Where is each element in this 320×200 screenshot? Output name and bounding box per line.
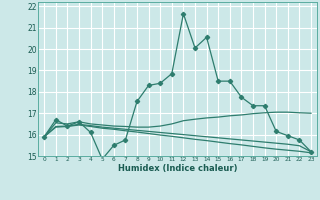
X-axis label: Humidex (Indice chaleur): Humidex (Indice chaleur)	[118, 164, 237, 173]
